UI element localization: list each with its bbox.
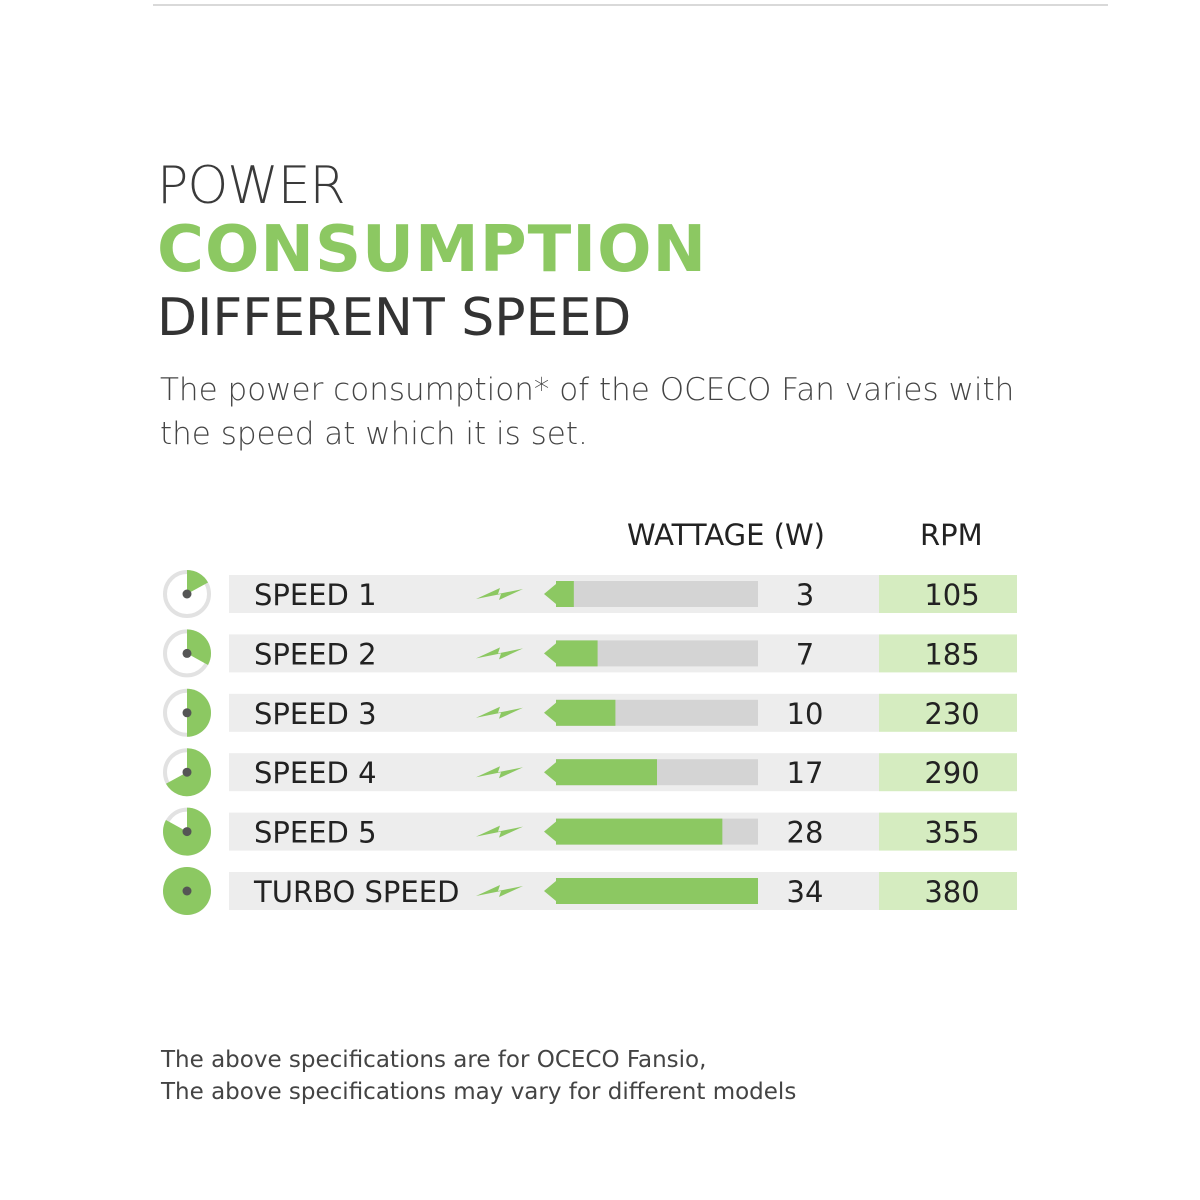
- wattage-bar: [556, 581, 574, 607]
- speed-dial-fill: [187, 629, 211, 665]
- title-different-speed: DIFFERENT SPEED: [157, 288, 632, 348]
- speed-label: SPEED 1: [254, 578, 377, 612]
- speed-dial-fill: [187, 570, 209, 594]
- arrow-left-icon: [544, 881, 556, 901]
- footer-line-2: The above specifications may vary for di…: [161, 1079, 797, 1105]
- rpm-value: 355: [924, 816, 979, 850]
- wattage-value: 3: [796, 578, 814, 612]
- wattage-bar: [556, 640, 598, 667]
- intro-text: The power consumption* of the OCECO Fan …: [160, 368, 1060, 456]
- column-header-wattage: WATTAGE (W): [627, 518, 825, 552]
- speed-label: SPEED 4: [254, 756, 377, 790]
- speed-label: SPEED 2: [254, 637, 377, 671]
- footer-note: The above specifications are for OCECO F…: [161, 1044, 796, 1108]
- wattage-bar: [556, 878, 758, 904]
- rpm-cell: [879, 575, 1017, 613]
- wattage-bar-track: [556, 581, 758, 607]
- rpm-value: 380: [924, 875, 979, 909]
- lightning-bolt-icon: [476, 885, 523, 897]
- speed-dial-center: [182, 767, 192, 777]
- speed-label: TURBO SPEED: [253, 875, 459, 909]
- rpm-cell: [879, 812, 1017, 851]
- rpm-cell: [879, 693, 1017, 732]
- wattage-bar: [556, 759, 657, 786]
- lightning-bolt-icon: [476, 647, 523, 660]
- rpm-cell: [879, 872, 1017, 910]
- wattage-value: 28: [787, 816, 824, 850]
- wattage-value: 17: [787, 756, 824, 790]
- speed-dial-center: [182, 827, 192, 837]
- arrow-left-icon: [544, 702, 556, 723]
- lightning-bolt-icon: [476, 588, 523, 600]
- arrow-left-icon: [544, 643, 556, 664]
- speed-dial-center: [182, 589, 192, 599]
- speed-label: SPEED 5: [254, 816, 377, 850]
- wattage-bar: [556, 818, 723, 845]
- title-consumption: CONSUMPTION: [157, 213, 708, 287]
- rpm-cell: [879, 753, 1017, 792]
- intro-line-1: The power consumption* of the OCECO Fan …: [160, 372, 1015, 408]
- arrow-left-icon: [544, 584, 556, 604]
- arrow-left-icon: [544, 762, 556, 783]
- speed-label: SPEED 3: [254, 697, 377, 731]
- wattage-value: 7: [796, 637, 814, 671]
- lightning-bolt-icon: [476, 825, 523, 838]
- lightning-bolt-icon: [476, 706, 523, 719]
- speed-dial-center: [182, 708, 192, 718]
- intro-line-2: the speed at which it is set.: [160, 416, 588, 452]
- footer-line-1: The above specifications are for OCECO F…: [161, 1047, 707, 1073]
- rpm-value: 290: [924, 756, 979, 790]
- rpm-value: 230: [924, 697, 979, 731]
- rpm-value: 185: [924, 637, 979, 671]
- rpm-value: 105: [924, 578, 979, 612]
- speed-dial-center: [182, 648, 192, 658]
- title-power: POWER: [157, 156, 346, 216]
- lightning-bolt-icon: [476, 766, 523, 779]
- column-header-rpm: RPM: [920, 518, 983, 552]
- speed-dial-fill: [187, 688, 211, 737]
- wattage-value: 34: [787, 875, 824, 909]
- arrow-left-icon: [544, 821, 556, 842]
- rpm-cell: [879, 634, 1017, 673]
- wattage-value: 10: [787, 697, 824, 731]
- wattage-bar: [556, 699, 616, 726]
- speed-dial-center: [182, 886, 192, 896]
- top-divider: [153, 4, 1108, 6]
